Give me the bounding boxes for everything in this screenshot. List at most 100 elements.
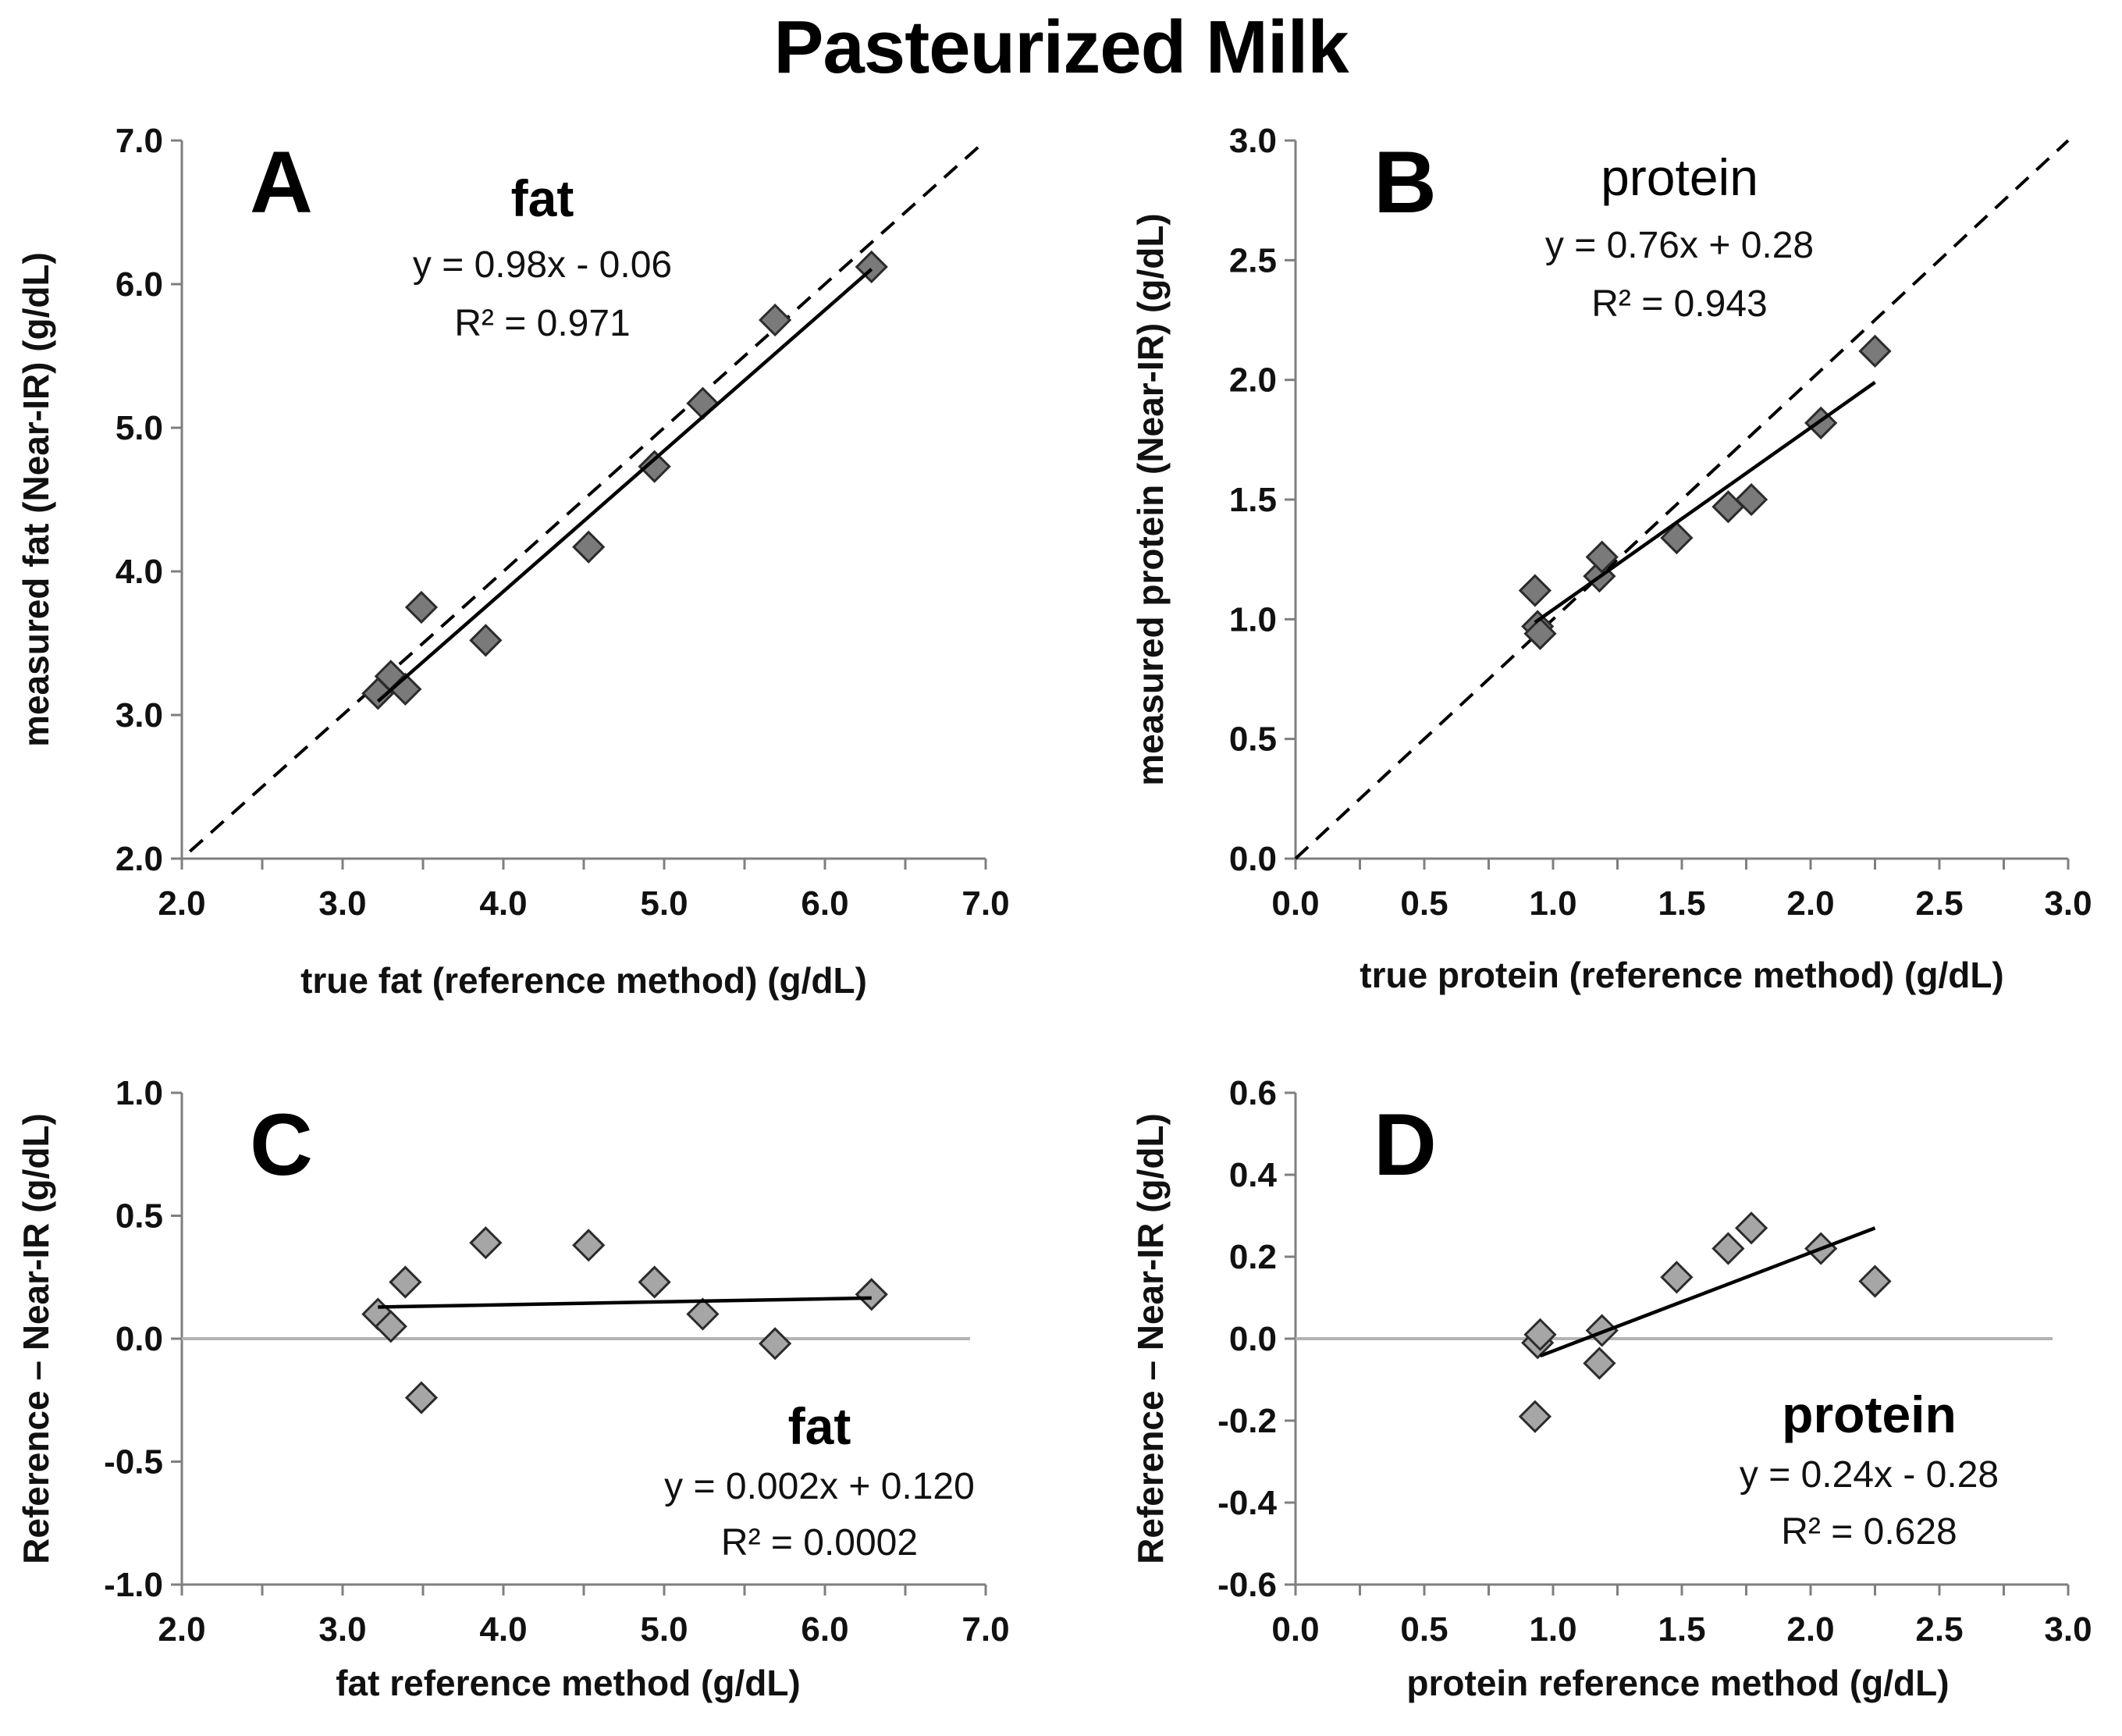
panel-b-identity-line xyxy=(1294,139,2070,860)
panel-c-annotation-equation: y = 0.002x + 0.120 xyxy=(664,1466,975,1507)
panel-c-data-point xyxy=(374,1310,407,1343)
panel-a-x-tick-label: 2.0 xyxy=(158,884,205,923)
panel-b-x-axis-label: true protein (reference method) (g/dL) xyxy=(1360,955,2003,995)
panel-d-annotation-name: protein xyxy=(1782,1386,1957,1443)
panel-a-x-tick-label: 3.0 xyxy=(318,884,366,923)
panel-d-data-point xyxy=(1734,1211,1768,1245)
panel-a-data-point xyxy=(374,660,407,693)
panel-a-y-tick-label: 7.0 xyxy=(116,122,163,160)
panel-d-x-tick-label: 0.0 xyxy=(1271,1610,1319,1649)
panel-c-data-point xyxy=(404,1381,439,1414)
panel-d-x-tick-label: 3.0 xyxy=(2044,1610,2092,1649)
panel-a-data-point xyxy=(469,624,503,657)
panel-a-data-point xyxy=(389,672,422,706)
panel-b-annotation-equation: y = 0.76x + 0.28 xyxy=(1545,225,1814,266)
panel-a-x-axis-label: true fat (reference method) (g/dL) xyxy=(300,960,867,1001)
panel-b-y-tick-label: 3.0 xyxy=(1229,122,1277,160)
panel-d-y-tick-label: -0.6 xyxy=(1217,1566,1277,1604)
panel-d-x-tick-label: 1.0 xyxy=(1529,1610,1576,1649)
panel-c-annotation-name: fat xyxy=(788,1397,851,1455)
panel-b-y-tick-label: 0.5 xyxy=(1229,720,1277,759)
panel-c-fit-line xyxy=(378,1296,872,1309)
panel-d-data-point xyxy=(1523,1318,1557,1351)
panel-d-fit-line xyxy=(1539,1226,1876,1358)
panel-b-fit-line xyxy=(1534,380,1876,624)
panel-c-x-tick-label: 4.0 xyxy=(479,1610,527,1649)
panel-c-x-axis-label: fat reference method (g/dL) xyxy=(336,1663,801,1703)
panel-d-data-point xyxy=(1521,1326,1555,1360)
panel-c-x-tick-label: 6.0 xyxy=(801,1610,848,1649)
panel-c-letter: C xyxy=(250,1096,313,1194)
panel-d-data-point xyxy=(1858,1265,1892,1298)
panel-a-y-tick-label: 3.0 xyxy=(116,696,163,735)
panel-a-annotation-equation: y = 0.98x - 0.06 xyxy=(413,244,672,286)
panel-b-letter: B xyxy=(1374,133,1437,231)
panel-b-x-tick-label: 0.0 xyxy=(1271,884,1319,923)
panel-d-y-axis-label: Reference – Near-IR (g/dL) xyxy=(1130,1113,1171,1564)
panel-c-y-tick-label: 0.5 xyxy=(116,1197,163,1236)
panel-b-x-tick-label: 0.5 xyxy=(1400,884,1448,923)
panel-d-annotation-r2: R² = 0.628 xyxy=(1781,1511,1957,1553)
panel-b-y-tick-label: 1.0 xyxy=(1229,600,1277,639)
panel-d-y-tick-label: -0.4 xyxy=(1217,1484,1277,1522)
panel-c-data-point xyxy=(361,1297,395,1331)
panel-d-x-tick-label: 1.5 xyxy=(1658,1610,1705,1649)
panel-c-data-point xyxy=(469,1226,503,1260)
panel-d-data-point xyxy=(1660,1261,1694,1294)
panel-d-data-point xyxy=(1518,1400,1552,1433)
panel-c-data-point xyxy=(686,1297,720,1331)
panel-c-y-axis-label: Reference – Near-IR (g/dL) xyxy=(16,1113,56,1564)
panel-a-annotation-name: fat xyxy=(511,169,574,227)
panel-b-data-point xyxy=(1711,490,1745,524)
panel-a-data-point xyxy=(638,450,671,483)
panel-d-x-tick-label: 0.5 xyxy=(1400,1610,1448,1649)
panel-a-data-point xyxy=(404,590,439,624)
panel-b-x-tick-label: 3.0 xyxy=(2044,884,2092,923)
panel-d-data-point xyxy=(1583,1346,1616,1380)
panel-b-data-point xyxy=(1523,617,1557,650)
panel-a-fit-line xyxy=(376,268,873,703)
panel-d-data-point xyxy=(1711,1232,1745,1265)
panel-b-data-point xyxy=(1660,521,1694,555)
panel-a-x-tick-label: 7.0 xyxy=(961,884,1009,923)
panel-b-data-point xyxy=(1521,610,1555,643)
panel-a-data-point xyxy=(361,677,395,710)
panel-a-y-tick-label: 4.0 xyxy=(116,553,163,591)
panel-a-x-tick-label: 6.0 xyxy=(801,884,848,923)
panel-b-annotation-name: protein xyxy=(1601,148,1758,206)
panel-a-letter: A xyxy=(250,133,313,231)
panel-d-y-tick-label: 0.6 xyxy=(1229,1074,1277,1112)
panel-d-y-tick-label: 0.4 xyxy=(1229,1156,1278,1194)
panel-c-annotation-r2: R² = 0.0002 xyxy=(721,1522,918,1563)
panel-d-annotation-equation: y = 0.24x - 0.28 xyxy=(1740,1454,1999,1496)
panel-b-y-axis-label: measured protein (Near-IR) (g/dL) xyxy=(1130,213,1171,786)
panel-c-x-tick-label: 3.0 xyxy=(318,1610,366,1649)
panel-a-x-tick-label: 4.0 xyxy=(479,884,527,923)
panel-c-data-point xyxy=(759,1327,792,1361)
panel-b-data-point xyxy=(1734,482,1768,517)
panel-d-y-tick-label: 0.2 xyxy=(1229,1238,1277,1276)
panel-a-y-tick-label: 5.0 xyxy=(116,409,163,447)
panel-b-data-point xyxy=(1583,560,1616,593)
panel-d-data-point xyxy=(1804,1232,1838,1265)
panel-b-y-tick-label: 1.5 xyxy=(1229,481,1277,519)
panel-a-x-tick-label: 5.0 xyxy=(640,884,688,923)
panel-d-x-tick-label: 2.5 xyxy=(1915,1610,1963,1649)
panel-a-data-point xyxy=(855,250,888,284)
panel-d-letter: D xyxy=(1374,1096,1437,1194)
panel-c-y-tick-label: -0.5 xyxy=(104,1443,163,1482)
panel-b-x-tick-label: 1.0 xyxy=(1529,884,1576,923)
panel-c-x-tick-label: 5.0 xyxy=(640,1610,688,1649)
panel-c-data-point xyxy=(572,1229,606,1262)
panel-d-y-tick-label: -0.2 xyxy=(1217,1402,1277,1440)
panel-c-data-point xyxy=(389,1265,422,1299)
panel-a-annotation-r2: R² = 0.971 xyxy=(454,303,630,344)
panel-b-y-tick-label: 2.0 xyxy=(1229,361,1277,400)
panel-c-data-point xyxy=(855,1278,888,1311)
panel-d-x-axis-label: protein reference method (g/dL) xyxy=(1406,1663,1949,1703)
panel-c-x-tick-label: 7.0 xyxy=(961,1610,1009,1649)
panel-b-annotation-r2: R² = 0.943 xyxy=(1591,283,1767,325)
